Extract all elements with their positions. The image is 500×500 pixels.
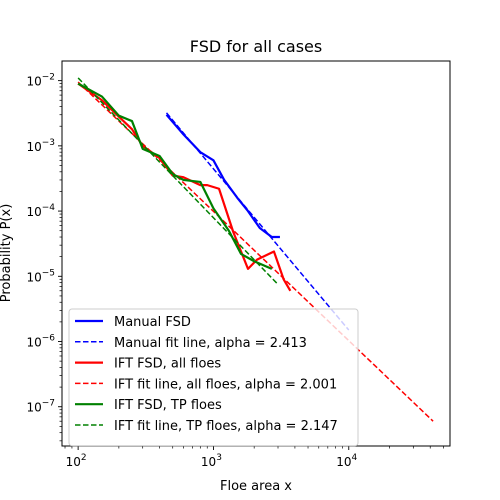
series-line-4 — [77, 82, 273, 270]
series-line-2 — [77, 82, 292, 292]
y-axis-label: Probability P(x) — [0, 204, 14, 303]
x-tick-label-0: 102 — [66, 453, 87, 469]
chart-title: FSD for all cases — [190, 37, 322, 56]
ticks-layer: 102 103 104 10−7 10−6 10−5 10−4 10−3 10−2 — [26, 73, 444, 469]
y-tick-label-0: 10−7 — [26, 399, 55, 415]
y-tick-label-2: 10−5 — [26, 268, 55, 284]
legend-box — [68, 308, 359, 447]
series-line-1 — [165, 112, 350, 331]
y-tick-label-4: 10−3 — [26, 138, 55, 154]
legend-label-4: IFT FSD, TP floes — [114, 398, 222, 413]
legend-label-5: IFT fit line, TP floes, alpha = 2.147 — [114, 419, 338, 434]
legend-label-0: Manual FSD — [114, 315, 191, 330]
x-axis-label: Floe area x — [220, 479, 292, 494]
x-tick-label-2: 104 — [336, 453, 357, 469]
y-tick-label-3: 10−4 — [26, 203, 55, 219]
legend: Manual FSD Manual fit line, alpha = 2.413… — [68, 308, 359, 447]
y-tick-label-5: 10−2 — [26, 73, 55, 89]
y-tick-label-1: 10−6 — [26, 334, 55, 350]
series-layer — [77, 77, 434, 422]
legend-label-1: Manual fit line, alpha = 2.413 — [114, 336, 307, 351]
legend-label-2: IFT FSD, all floes — [114, 357, 221, 372]
legend-label-3: IFT fit line, all floes, alpha = 2.001 — [114, 377, 337, 392]
x-tick-label-1: 103 — [201, 453, 222, 469]
